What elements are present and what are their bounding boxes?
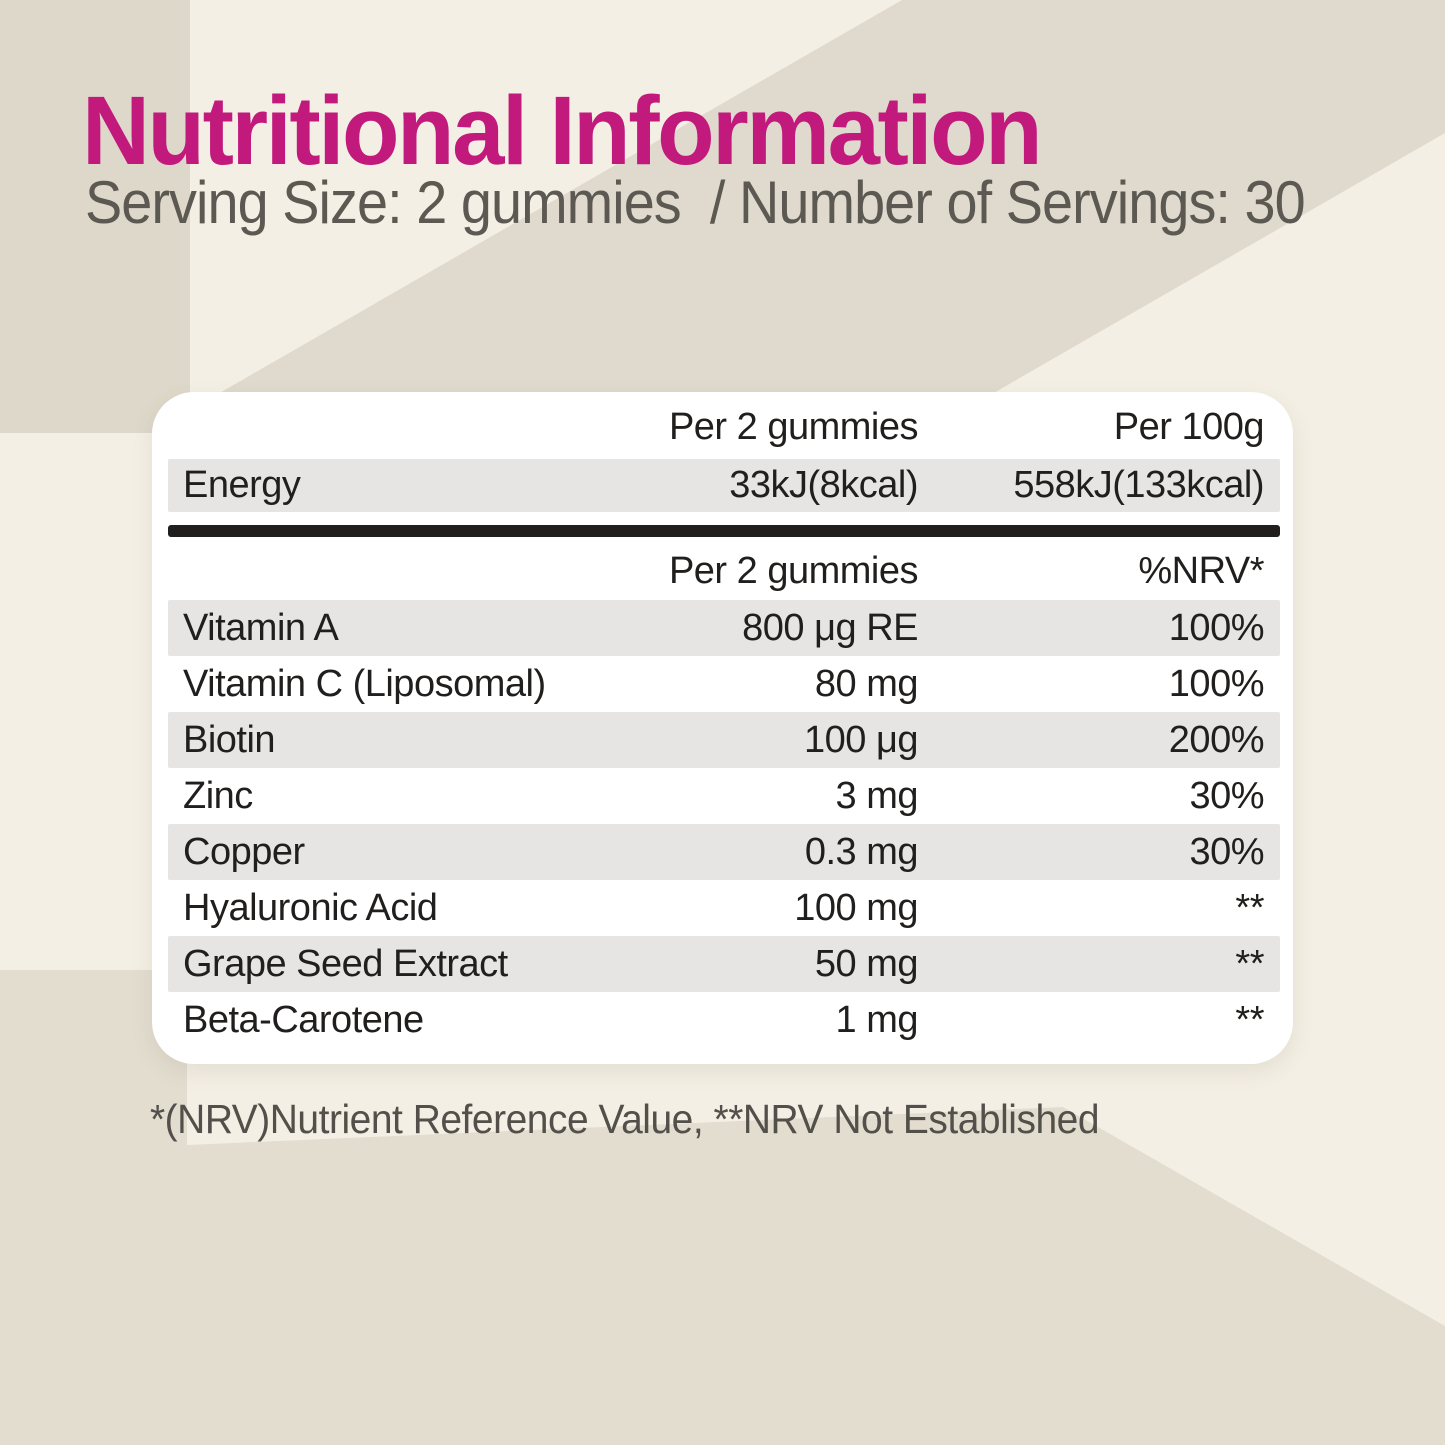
nutrient-label: Vitamin C (Liposomal) (183, 662, 546, 705)
nutrient-amount: 3 mg (835, 774, 919, 817)
table-row: Biotin 100 μg 200% (168, 712, 1280, 768)
energy-label: Energy (183, 464, 301, 506)
serving-size-line: Serving Size: 2 gummies / Number of Serv… (85, 169, 1306, 236)
nutrient-label: Grape Seed Extract (183, 942, 508, 985)
nutrient-header-nrv: %NRV* (1138, 549, 1264, 592)
nutrient-amount: 100 μg (804, 718, 919, 761)
table-divider (168, 525, 1280, 537)
energy-header-per-serving: Per 2 gummies (668, 405, 919, 448)
nutrient-nrv: 100% (1168, 662, 1265, 705)
table-row: Copper 0.3 mg 30% (168, 824, 1280, 880)
nutrient-header-per-serving: Per 2 gummies (668, 549, 919, 592)
nutrient-label: Vitamin A (183, 606, 339, 649)
energy-header-per-100g: Per 100g (1113, 405, 1265, 448)
nrv-footnote: *(NRV)Nutrient Reference Value, **NRV No… (150, 1096, 1100, 1142)
background-bottomleft-strip (0, 970, 187, 1445)
nutrient-nrv: 200% (1168, 718, 1265, 761)
energy-row: Energy 33kJ(8kcal) 558kJ(133kcal) (168, 459, 1280, 512)
nutrient-label: Zinc (183, 774, 253, 817)
nutrient-amount: 0.3 mg (804, 830, 919, 873)
nutrition-table-card: Per 2 gummies Per 100g Energy 33kJ(8kcal… (152, 392, 1293, 1064)
nutrient-label: Biotin (183, 718, 276, 761)
table-row: Beta-Carotene 1 mg ** (168, 992, 1280, 1048)
nutrient-nrv: 100% (1168, 606, 1265, 649)
nutrient-amount: 1 mg (835, 998, 919, 1041)
background-topleft-block (0, 0, 190, 433)
nutrient-label: Hyaluronic Acid (183, 886, 438, 929)
table-row: Grape Seed Extract 50 mg ** (168, 936, 1280, 992)
nutrient-header-row: Per 2 gummies %NRV* (168, 542, 1280, 600)
energy-per-100g: 558kJ(133kcal) (1013, 464, 1264, 506)
nutrient-nrv: 30% (1189, 830, 1264, 873)
nutrient-amount: 800 μg RE (742, 606, 918, 649)
nutrient-label: Beta-Carotene (183, 998, 424, 1041)
nutrient-label: Copper (183, 830, 305, 873)
table-row: Hyaluronic Acid 100 mg ** (168, 880, 1280, 936)
energy-header-row: Per 2 gummies Per 100g (168, 398, 1280, 456)
table-row: Zinc 3 mg 30% (168, 768, 1280, 824)
nutrient-amount: 80 mg (814, 662, 919, 705)
nutrient-amount: 50 mg (814, 942, 919, 985)
nutrient-amount: 100 mg (794, 886, 918, 929)
table-row: Vitamin A 800 μg RE 100% (168, 600, 1280, 656)
table-row: Vitamin C (Liposomal) 80 mg 100% (168, 656, 1280, 712)
background-bottom-wedge (187, 1107, 1445, 1445)
nutrient-nrv: ** (1235, 886, 1264, 929)
page-title: Nutritional Information (82, 76, 1043, 185)
nutrient-nrv: ** (1235, 942, 1264, 985)
nutrient-nrv: ** (1235, 998, 1264, 1041)
nutrient-nrv: 30% (1189, 774, 1264, 817)
energy-per-serving: 33kJ(8kcal) (729, 464, 918, 506)
